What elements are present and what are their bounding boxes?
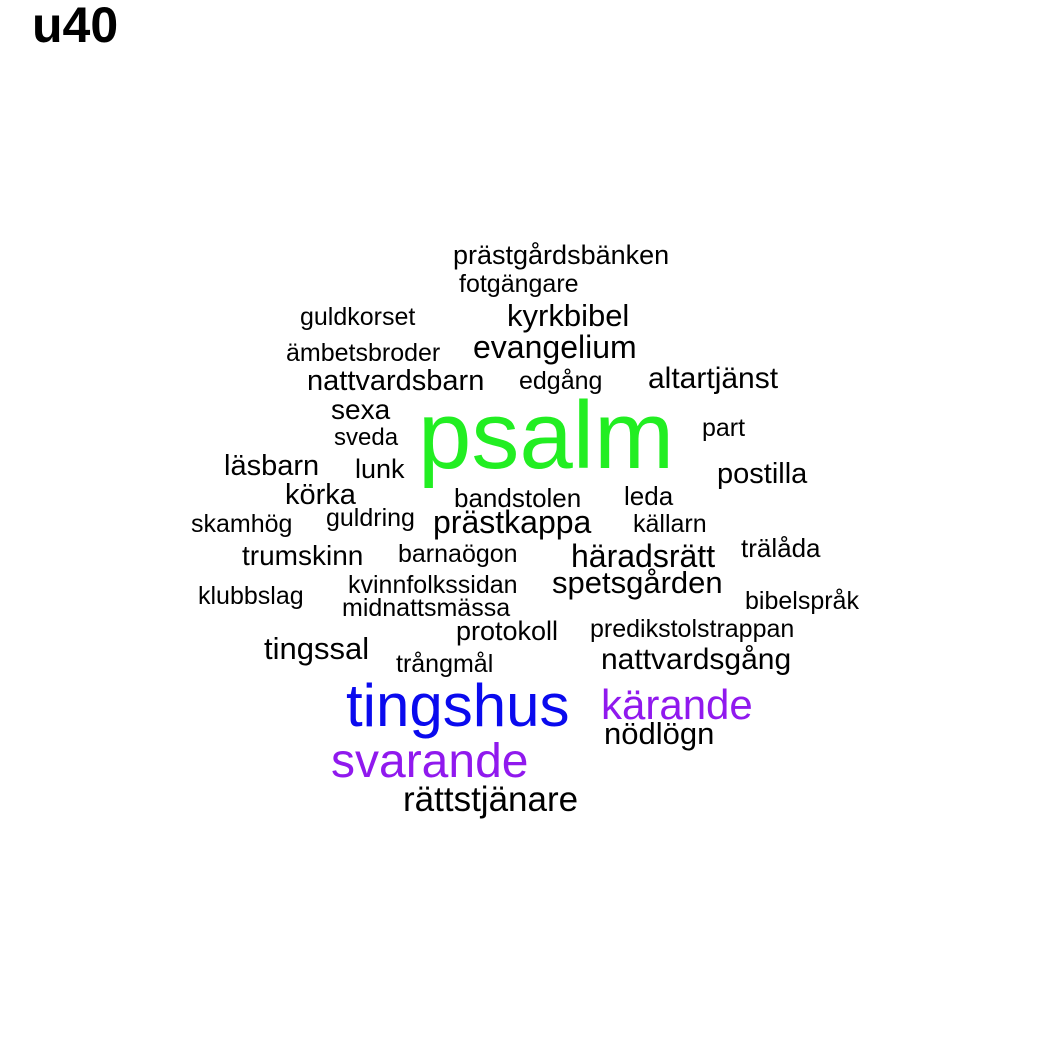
- cloud-word: postilla: [717, 458, 808, 490]
- cloud-word: prästgårdsbänken: [453, 240, 670, 270]
- cloud-word: barnaögon: [398, 540, 518, 568]
- cloud-word: sveda: [334, 424, 399, 451]
- cloud-word: kyrkbibel: [507, 298, 630, 333]
- cloud-word: trumskinn: [242, 540, 364, 571]
- cloud-word: fotgängare: [459, 270, 579, 298]
- cloud-word: svarande: [331, 735, 529, 788]
- cloud-word: källarn: [633, 510, 707, 538]
- cloud-word: tingssal: [264, 631, 370, 666]
- cloud-word: bandstolen: [454, 483, 582, 513]
- cloud-word: nattvardsgång: [601, 643, 792, 676]
- cloud-word: guldring: [326, 504, 415, 532]
- cloud-word: predikstolstrappan: [590, 615, 795, 643]
- cloud-word: trångmål: [396, 650, 494, 678]
- cloud-word: prästkappa: [433, 504, 592, 540]
- cloud-word: part: [702, 414, 746, 442]
- cloud-word: trälåda: [741, 533, 821, 563]
- cloud-word: ämbetsbroder: [286, 339, 441, 367]
- cloud-title: u40: [32, 0, 119, 53]
- cloud-word: leda: [624, 481, 674, 511]
- cloud-word: edgång: [519, 367, 603, 395]
- cloud-word: bibelspråk: [745, 587, 859, 615]
- cloud-word: körka: [285, 479, 356, 511]
- cloud-word: evangelium: [473, 329, 637, 365]
- cloud-word: rättstjänare: [403, 780, 579, 819]
- cloud-word: tingshus: [346, 672, 570, 739]
- cloud-word: midnattsmässa: [342, 594, 511, 622]
- cloud-word: kvinnfolkssidan: [348, 571, 518, 599]
- cloud-word: kärande: [601, 681, 753, 728]
- cloud-word: psalm: [418, 382, 675, 489]
- cloud-word: guldkorset: [300, 303, 416, 331]
- cloud-word: läsbarn: [224, 450, 320, 482]
- cloud-word: altartjänst: [648, 362, 779, 395]
- cloud-word: skamhög: [191, 510, 293, 538]
- cloud-word: häradsrätt: [571, 538, 716, 574]
- cloud-word: spetsgården: [552, 565, 723, 600]
- cloud-word: nattvardsbarn: [307, 365, 485, 397]
- cloud-word: sexa: [331, 394, 391, 425]
- cloud-word: klubbslag: [198, 582, 304, 610]
- cloud-word: lunk: [355, 454, 405, 484]
- cloud-word: protokoll: [456, 616, 559, 646]
- cloud-word: nödlögn: [604, 716, 715, 751]
